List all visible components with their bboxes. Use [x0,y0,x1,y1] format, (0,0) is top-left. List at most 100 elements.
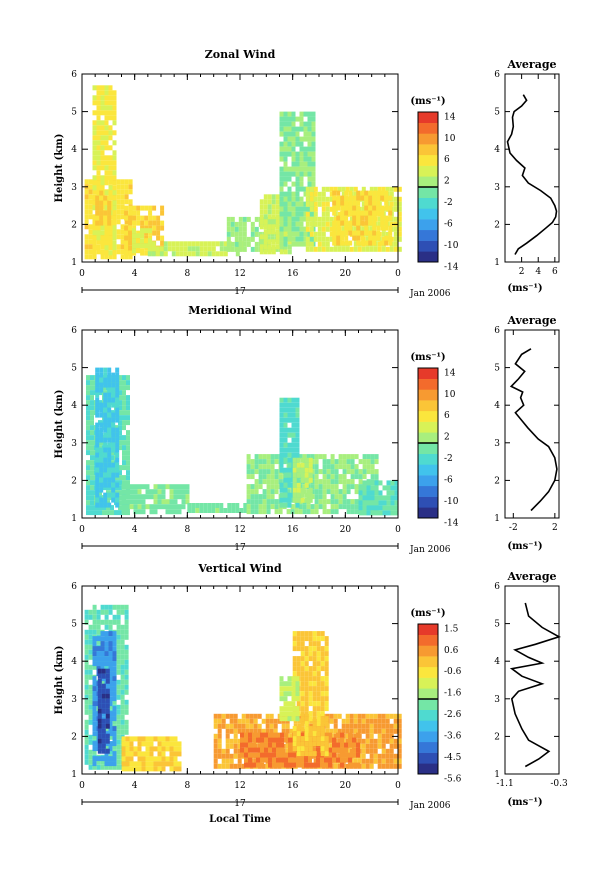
heatmap-cell [124,194,129,200]
heatmap-cell [96,609,101,615]
heatmap-cell [179,251,184,257]
heatmap-cell [302,454,307,460]
heatmap-cell [348,737,352,743]
heatmap-cell [316,681,321,687]
heatmap-cell [153,499,158,505]
heatmap-cell [312,651,317,657]
heatmap-cell [384,215,389,221]
heatmap-cell [258,459,263,465]
heatmap-cell [105,703,110,709]
heatmap-cell [112,254,117,260]
heatmap-cell [108,651,113,657]
heatmap-cell [112,190,117,196]
heatmap-cell [267,249,272,255]
heatmap-cell [300,751,305,757]
heatmap-cell [291,231,296,237]
heatmap-cell [397,206,402,212]
heatmap-cell [303,166,308,172]
heatmap-cell [140,220,145,226]
heatmap-cell [307,146,312,152]
heatmap-cell [203,503,208,508]
heatmap-cell [353,758,358,764]
heatmap-cell [296,457,301,463]
heatmap-cell [354,489,359,495]
heatmap-cell [310,484,315,490]
heatmap-cell [161,484,166,490]
heatmap-cell [304,726,309,732]
heatmap-cell [344,220,349,226]
heatmap-cell [279,249,284,255]
heatmap-cell [348,230,353,236]
heatmap-cell [107,472,112,478]
heatmap-cell [336,225,341,231]
heatmap-cell [284,732,288,738]
heatmap-cell [362,480,367,486]
heatmap-cell [295,241,300,247]
heatmap-cell [115,382,120,388]
heatmap-cell [291,437,296,443]
heatmap-cell [283,221,288,227]
heatmap-cell [90,470,94,476]
heatmap-cell [382,495,387,501]
heatmap-cell [121,494,126,500]
heatmap-cell [284,752,288,758]
heatmap-cell [96,120,101,126]
heatmap-cell [217,733,222,739]
heatmap-cell [384,225,389,231]
heatmap-cell [118,480,122,486]
heatmap-cell [88,754,93,760]
heatmap-cell [133,736,138,742]
heatmap-cell [161,489,166,495]
heatmap-cell [115,467,120,473]
heatmap-cell [295,231,300,237]
heatmap-cell [318,494,323,500]
heatmap-cell [295,216,300,222]
heatmap-cell [88,249,93,255]
heatmap-cell [199,241,204,247]
heatmap-cell [92,691,97,697]
heatmap-cell [332,737,336,743]
heatmap-cell [377,728,382,734]
heatmap-cell [199,251,204,257]
heatmap-cell [97,683,102,689]
heatmap-cell [287,417,292,423]
heatmap-cell [125,509,130,515]
heatmap-cell [101,718,106,724]
heatmap-cell [295,422,300,428]
heatmap-cell [230,231,235,237]
heatmap-cell [283,447,288,453]
heatmap-cell [133,494,138,500]
heatmap-cell [307,206,312,212]
heatmap-cell [211,503,216,508]
heatmap-cell [120,179,125,185]
heatmap-cell [108,696,113,702]
heatmap-cell [325,728,330,734]
heatmap-cell [289,733,294,739]
heatmap-cell [269,718,274,724]
heatmap-cell [279,417,284,423]
heatmap-cell [149,489,154,495]
heatmap-cell [183,241,188,247]
heatmap-cell [101,683,106,689]
heatmap-cell [230,216,235,222]
heatmap-cell [273,718,278,724]
heatmap-cell [124,205,129,211]
heatmap-cell [364,240,369,246]
heatmap-cell [397,758,402,764]
heatmap-cell [100,225,105,231]
y-tick-label: 2 [71,732,77,742]
heatmap-cell [116,244,121,250]
heatmap-cell [296,641,301,647]
heatmap-cell [116,639,121,645]
heatmap-cell [270,459,275,465]
heatmap-cell [124,674,129,680]
colorbar-segment [418,240,438,252]
colorbar-segment [418,368,438,379]
heatmap-cell [169,499,174,505]
heatmap-cell [320,716,325,722]
heatmap-cell [173,484,178,490]
heatmap-cell [149,494,154,500]
heatmap-cell [384,190,389,196]
vertical-day-axis: 17 [81,799,399,809]
